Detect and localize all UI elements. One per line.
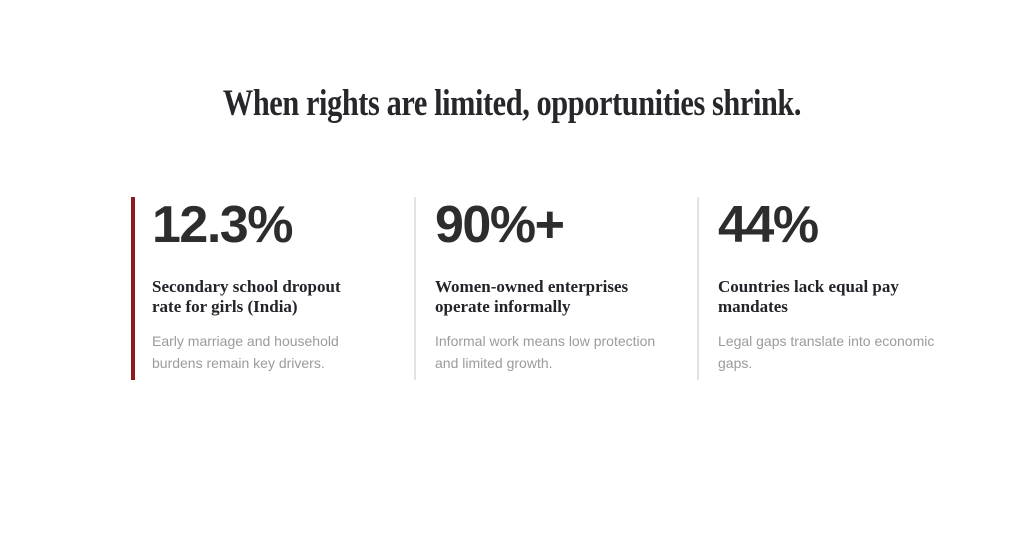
stat-title: Women-owned enterprises operate informal… xyxy=(435,276,629,316)
stats-row: 12.3% Secondary school dropout rate for … xyxy=(131,195,1024,380)
section-heading: When rights are limited, opportunities s… xyxy=(222,83,802,124)
stat-card-equal-pay: 44% Countries lack equal pay mandates Le… xyxy=(697,195,980,380)
stat-card-informal-enterprises: 90%+ Women-owned enterprises operate inf… xyxy=(414,195,697,380)
stat-value: 90%+ xyxy=(435,195,565,254)
stat-description: Informal work means low protection and l… xyxy=(435,332,656,371)
stats-section: When rights are limited, opportunities s… xyxy=(0,83,1024,541)
stat-title: Secondary school dropout rate for girls … xyxy=(152,276,341,316)
stat-description: Legal gaps translate into economic gaps. xyxy=(718,332,935,371)
stat-description: Early marriage and household burdens rem… xyxy=(152,332,339,371)
stat-value: 44% xyxy=(718,195,819,254)
stat-card-dropout-rate: 12.3% Secondary school dropout rate for … xyxy=(131,195,414,380)
stat-title: Countries lack equal pay mandates xyxy=(718,276,899,316)
stat-value: 12.3% xyxy=(152,195,293,254)
